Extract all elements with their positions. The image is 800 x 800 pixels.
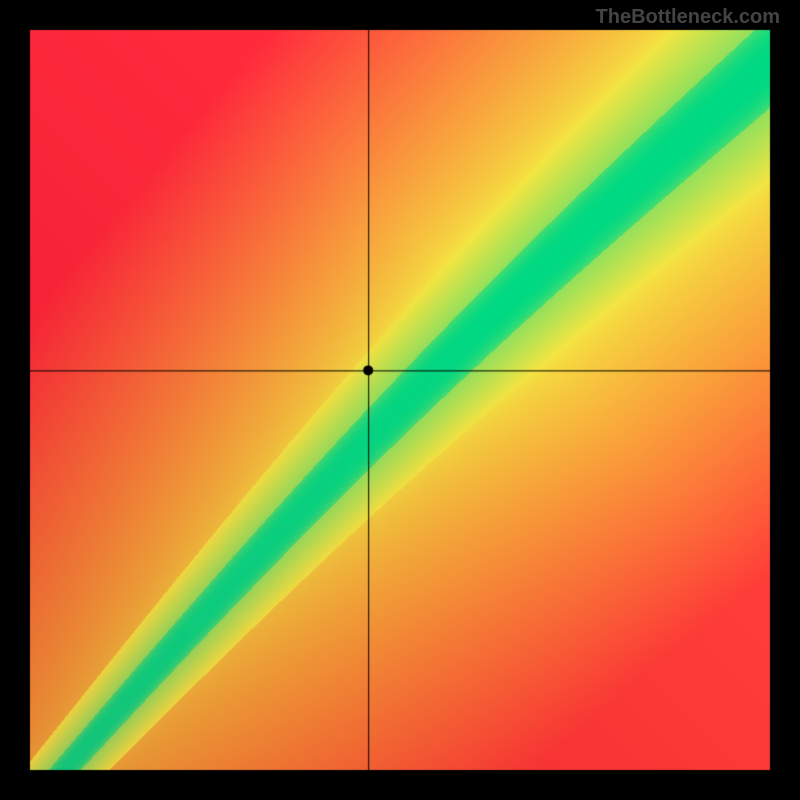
heatmap-canvas bbox=[0, 0, 800, 800]
watermark-text: TheBottleneck.com bbox=[596, 6, 780, 29]
